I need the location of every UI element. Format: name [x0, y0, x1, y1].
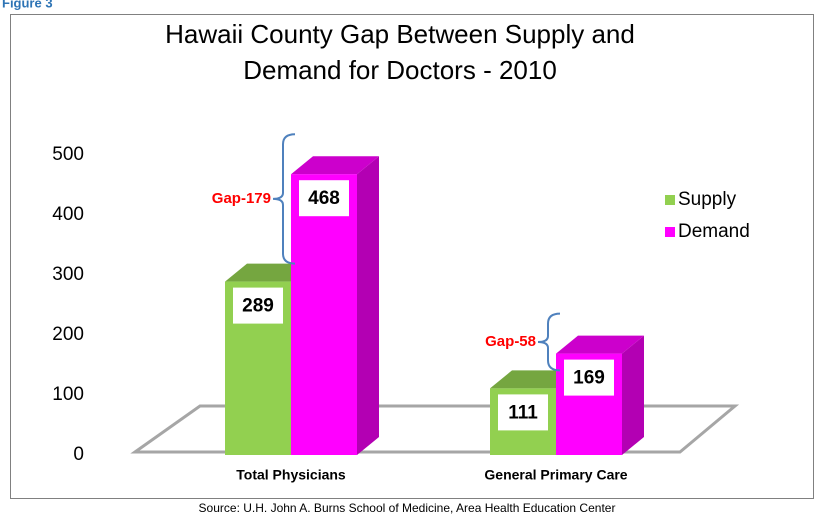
y-tick-label: 100: [52, 384, 84, 405]
legend-swatch: [665, 195, 675, 205]
value-label-box: [498, 394, 548, 431]
bar-top: [291, 156, 379, 175]
value-label-box: [299, 180, 349, 217]
annotation: Gap-179: [212, 190, 271, 207]
gap-brace: [537, 312, 561, 372]
x-tick-label: Total Physicians: [236, 467, 346, 483]
frame: [10, 14, 814, 499]
figure-label: Figure 3: [2, 0, 53, 10]
annotation: Gap-58: [485, 333, 536, 350]
value-label: 111: [508, 402, 538, 423]
source: Source: U.H. John A. Burns School of Med…: [199, 501, 616, 515]
value-label-box: [233, 287, 283, 324]
value-label: 169: [573, 368, 605, 389]
y-tick-label: 200: [52, 324, 84, 345]
value-label-box: [564, 359, 614, 396]
gap-brace: [272, 133, 296, 265]
bar-side: [357, 156, 379, 455]
bar: [291, 174, 357, 455]
y-tick-label: 0: [73, 444, 84, 465]
y-tick-label: 300: [52, 264, 84, 285]
legend-label: Demand: [678, 221, 750, 242]
chart-title: Hawaii County Gap Between Supply and Dem…: [165, 19, 635, 85]
x-tick-label: General Primary Care: [484, 467, 627, 483]
y-tick-label: 400: [52, 204, 84, 225]
value-label: 468: [308, 188, 340, 209]
legend-swatch: [665, 227, 675, 237]
legend-label: Supply: [678, 189, 737, 210]
bar-top: [556, 335, 644, 354]
bar-side: [622, 335, 644, 455]
value-label: 289: [242, 296, 274, 317]
y-tick-label: 500: [52, 144, 84, 165]
